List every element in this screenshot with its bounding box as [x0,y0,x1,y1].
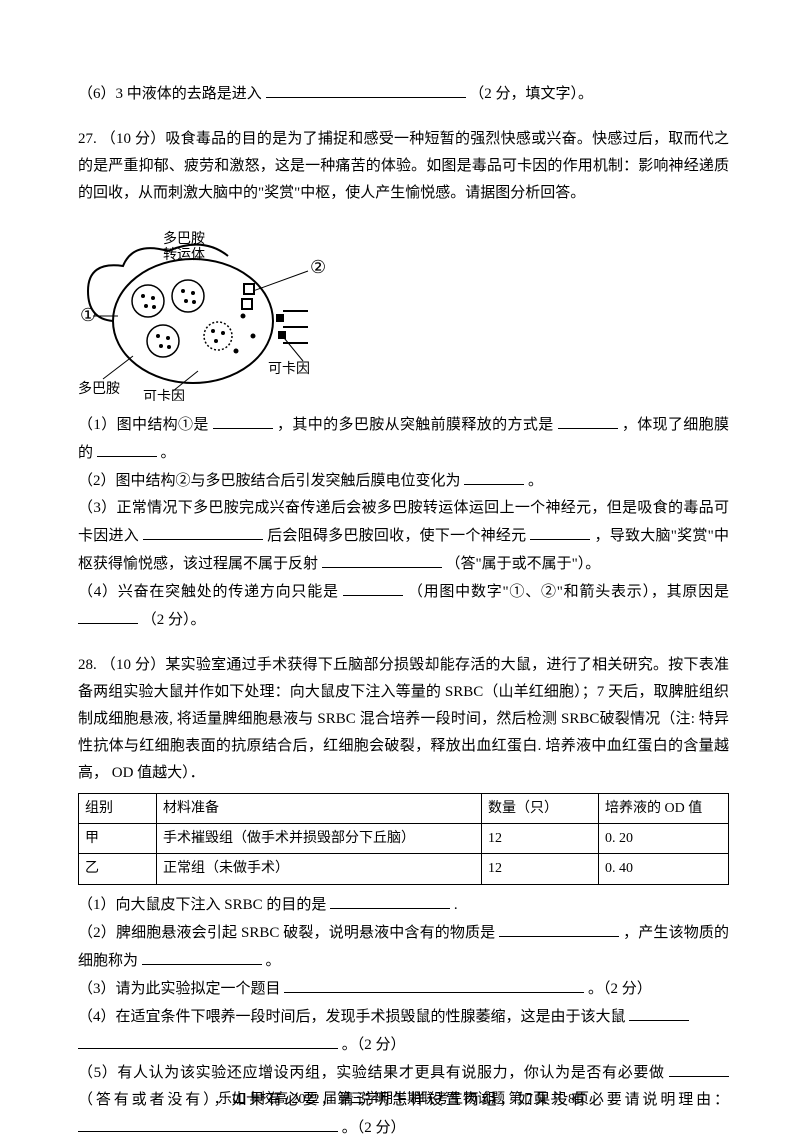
cell-count-a: 12 [482,824,599,854]
cell-material-b: 正常组（未做手术） [157,854,482,884]
blank-q28-5b[interactable] [78,1114,338,1132]
blank-q28-4b[interactable] [78,1031,338,1049]
blank-q27-3a[interactable] [143,522,263,540]
cell-od-a: 0. 20 [599,824,729,854]
label-dopamine: 多巴胺 [78,380,120,397]
th-material: 材料准备 [157,794,482,824]
blank-q27-4a[interactable] [343,578,403,596]
q27-1-d: 。 [161,445,176,461]
q27-2-b: 。 [528,473,543,489]
blank-q27-2[interactable] [464,467,524,485]
q27-item1: （1）图中结构①是 ，其中的多巴胺从突触前膜释放的方式是 ，体现了细胞膜的 。 [78,411,729,467]
q28-item3: （3）请为此实验拟定一个题目 。（2 分） [78,975,729,1003]
q28-2-c: 。 [266,953,281,969]
q27-header: 27. （10 分）吸食毒品的目的是为了捕捉和感受一种短暂的强烈快感或兴奋。快感… [78,126,729,207]
q27-3-d: （答"属于或不属于"）。 [446,556,601,572]
q28-5-c: 。（2 分） [342,1120,406,1136]
cell-count-b: 12 [482,854,599,884]
blank-q28-1[interactable] [330,891,450,909]
blank-q27-1c[interactable] [97,439,157,457]
label-transporter-2: 转运体 [163,247,205,263]
cell-group-a: 甲 [79,824,157,854]
blank-q27-4b[interactable] [78,606,138,624]
q28-item4: （4）在适宜条件下喂养一段时间后，发现手术损毁鼠的性腺萎缩，这是由于该大鼠 。（… [78,1003,729,1059]
blank-q27-3c[interactable] [322,550,442,568]
table-row: 甲 手术摧毁组（做手术并损毁部分下丘脑） 12 0. 20 [79,824,729,854]
q26-item6-suf: （2 分，填文字）。 [469,86,593,102]
q27-item4: （4）兴奋在突触处的传递方向只能是 （用图中数字"①、②"和箭头表示），其原因是… [78,578,729,634]
q27-4-a: （4）兴奋在突触处的传递方向只能是 [78,584,339,600]
table-row: 乙 正常组（未做手术） 12 0. 40 [79,854,729,884]
th-group: 组别 [79,794,157,824]
blank-q28-5a[interactable] [669,1059,729,1077]
blank-q27-1a[interactable] [213,411,273,429]
q28-4-b: 。（2 分） [342,1037,406,1053]
q27-1-b: ，其中的多巴胺从突触前膜释放的方式是 [277,417,554,433]
th-od: 培养液的 OD 值 [599,794,729,824]
label-1: ① [80,305,96,325]
q27-1-a: （1）图中结构①是 [78,417,209,433]
blank-q27-3b[interactable] [530,522,590,540]
label-cocaine-2: 可卡因 [268,361,310,377]
q28-3-a: （3）请为此实验拟定一个题目 [78,981,281,997]
q28-3-b: 。（2 分） [588,981,652,997]
q26-item6: （6）3 中液体的去路是进入 （2 分，填文字）。 [78,80,729,108]
blank-q27-1b[interactable] [558,411,618,429]
q28-item2: （2）脾细胞悬液会引起 SRBC 破裂，说明悬液中含有的物质是 ，产生该物质的细… [78,919,729,975]
q27-2-a: （2）图中结构②与多巴胺结合后引发突触后膜电位变化为 [78,473,461,489]
blank-q28-2b[interactable] [142,947,262,965]
cell-material-a: 手术摧毁组（做手术并损毁部分下丘脑） [157,824,482,854]
q28-header: 28. （10 分）某实验室通过手术获得下丘脑部分损毁却能存活的大鼠，进行了相关… [78,652,729,787]
blank-q26-6[interactable] [266,80,466,98]
q28-item1: （1）向大鼠皮下注入 SRBC 的目的是 . [78,891,729,919]
blank-q28-4a[interactable] [629,1003,689,1021]
q28-5-a: （5）有人认为该实验还应增设丙组，实验结果才更具有说服力，你认为是否有必要做 [78,1065,665,1081]
q28-1-a: （1）向大鼠皮下注入 SRBC 的目的是 [78,897,326,913]
cell-group-b: 乙 [79,854,157,884]
q26-item6-pre: （6）3 中液体的去路是进入 [78,86,262,102]
q28-table: 组别 材料准备 数量（只） 培养液的 OD 值 甲 手术摧毁组（做手术并损毁部分… [78,793,729,885]
q27-diagram: ① ② 多巴胺 转运体 多巴胺 可卡因 可卡因 [78,221,729,401]
q27-3-b: 后会阻碍多巴胺回收，使下一个神经元 [267,528,526,544]
q27-item3: （3）正常情况下多巴胺完成兴奋传递后会被多巴胺转运体运回上一个神经元，但是吸食的… [78,495,729,578]
q27-item2: （2）图中结构②与多巴胺结合后引发突触后膜电位变化为 。 [78,467,729,495]
q27-4-b: （用图中数字"①、②"和箭头表示），其原因是 [408,584,729,600]
cell-od-b: 0. 40 [599,854,729,884]
label-cocaine: 可卡因 [143,389,185,401]
label-transporter-1: 多巴胺 [163,230,205,247]
page-footer: 乐山十校高 2022 届第三学期半期联考生物试题 第 7页 共 8页 [0,1087,807,1112]
blank-q28-3[interactable] [284,975,584,993]
q28-4-a: （4）在适宜条件下喂养一段时间后，发现手术损毁鼠的性腺萎缩，这是由于该大鼠 [78,1009,626,1025]
blank-q28-2a[interactable] [499,919,619,937]
q28-1-b: . [454,897,458,913]
q27-4-c: （2 分）。 [142,612,206,628]
table-header-row: 组别 材料准备 数量（只） 培养液的 OD 值 [79,794,729,824]
th-count: 数量（只） [482,794,599,824]
label-2: ② [310,257,326,277]
q28-2-a: （2）脾细胞悬液会引起 SRBC 破裂，说明悬液中含有的物质是 [78,925,495,941]
